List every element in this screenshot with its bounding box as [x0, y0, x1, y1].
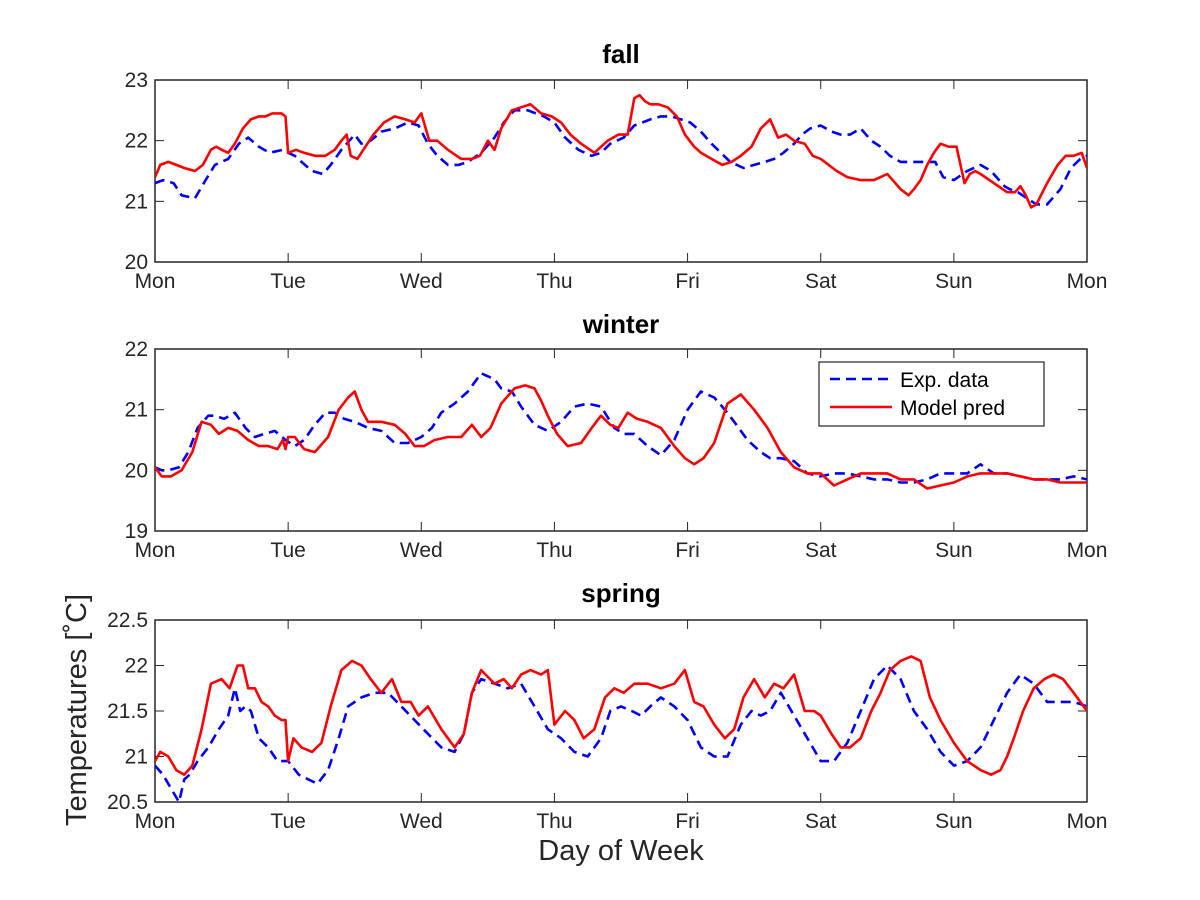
- fall-x-tick-label: Fri: [675, 270, 700, 293]
- spring-model-pred-line: [155, 655, 1087, 777]
- legend-model-pred-label: Model pred: [900, 397, 1005, 420]
- winter-y-tick-label: 22: [125, 338, 148, 361]
- winter-y-tick-label: 19: [125, 520, 148, 543]
- spring-x-tick-label: Sun: [935, 810, 972, 833]
- spring-y-tick-label: 21.5: [107, 700, 148, 723]
- fall-x-tick-label: Wed: [400, 270, 443, 293]
- legend-exp-data-label: Exp. data: [900, 369, 989, 392]
- winter-y-tick-label: 20: [125, 459, 148, 482]
- spring-y-tick-label: 22: [125, 655, 148, 678]
- winter-title: winter: [582, 309, 660, 339]
- winter-x-tick-label: Mon: [1067, 539, 1108, 562]
- spring-x-tick-label: Thu: [536, 810, 572, 833]
- winter-model-pred-line: [155, 384, 1087, 490]
- spring-exp-data-line: [155, 664, 1087, 802]
- winter-x-tick-label: Thu: [536, 539, 572, 562]
- fall-x-tick-label: Mon: [1067, 270, 1108, 293]
- legend-box: [818, 361, 1045, 427]
- fall-series: [155, 93, 1087, 209]
- winter-series: [155, 371, 1087, 490]
- spring-x-tick-label: Mon: [135, 810, 176, 833]
- spring-title: spring: [581, 578, 660, 608]
- spring-x-tick-label: Mon: [1067, 810, 1108, 833]
- winter-x-tick-label: Fri: [675, 539, 700, 562]
- winter-x-tick-label: Wed: [400, 539, 443, 562]
- fall-x-tick-label: Mon: [135, 270, 176, 293]
- spring-subplot: spring Mon Tue Wed Thu Fri Sat Sun Mon20.52121.…: [107, 578, 1107, 833]
- spring-x-tick-label: Wed: [400, 810, 443, 833]
- fall-axes: [154, 79, 1088, 263]
- winter-subplot: winter Mon Tue Wed Thu Fri Sat Sun Mon19202122 …: [125, 309, 1108, 562]
- fall-x-tick-label: Tue: [270, 270, 305, 293]
- spring-series: [155, 655, 1087, 802]
- fall-y-tick-label: 21: [125, 190, 148, 213]
- winter-x-tick-label: Tue: [270, 539, 305, 562]
- spring-x-tick-label: Fri: [675, 810, 700, 833]
- spring-y-tick-label: 21: [125, 746, 148, 769]
- fall-y-tick-label: 23: [125, 69, 148, 92]
- fall-x-tick-label: Thu: [536, 270, 572, 293]
- fall-exp-data-line: [155, 109, 1087, 206]
- spring-y-tick-label: 22.5: [107, 609, 148, 632]
- spring-x-tick-label: Tue: [270, 810, 305, 833]
- fall-y-tick-label: 22: [125, 130, 148, 153]
- y-axis-label: Temperatures [˚C]: [61, 594, 93, 826]
- fall-y-tick-label: 20: [125, 251, 148, 274]
- spring-y-tick-label: 20.5: [107, 791, 148, 814]
- winter-x-tick-label: Sat: [805, 539, 837, 562]
- x-axis-label: Day of Week: [538, 835, 704, 867]
- legend: Exp. data Model pred: [818, 361, 1045, 427]
- fall-model-pred-line: [155, 93, 1087, 209]
- winter-x-tick-label: Sun: [935, 539, 972, 562]
- winter-y-tick-label: 21: [125, 399, 148, 422]
- fall-title: fall: [602, 39, 640, 69]
- fall-x-tick-label: Sat: [805, 270, 837, 293]
- fall-x-tick-label: Sun: [935, 270, 972, 293]
- spring-x-tick-label: Sat: [805, 810, 837, 833]
- spring-axes: [154, 619, 1088, 803]
- winter-x-tick-label: Mon: [135, 539, 176, 562]
- winter-exp-data-line: [155, 371, 1087, 484]
